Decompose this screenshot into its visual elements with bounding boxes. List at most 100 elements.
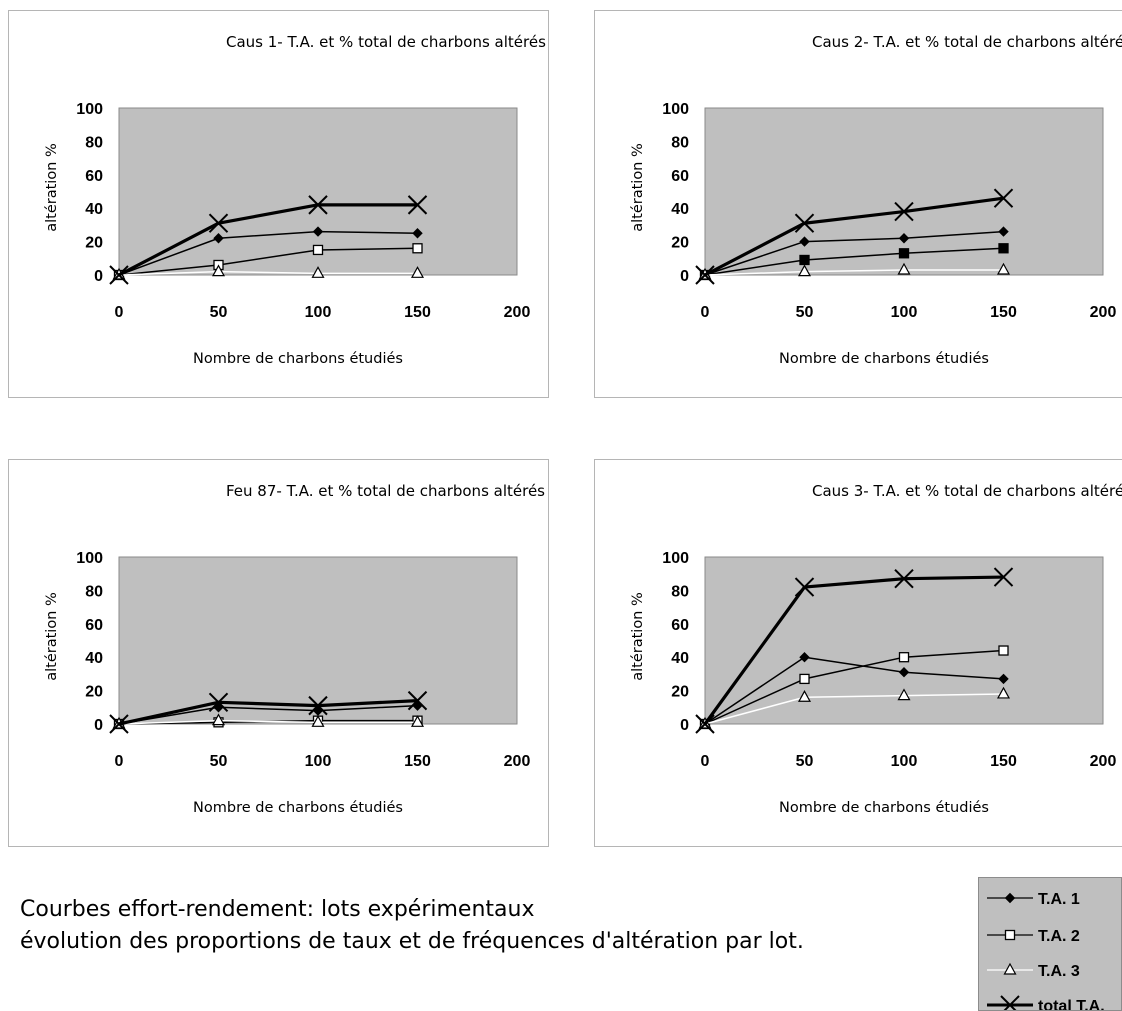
chart-title: Caus 3- T.A. et % total de charbons alté… <box>812 482 1122 500</box>
data-point <box>898 248 910 259</box>
series-t-a-3 <box>698 262 1011 280</box>
legend-marker <box>1004 892 1016 904</box>
data-point <box>109 265 129 285</box>
data-point <box>998 226 1009 237</box>
legend-item: T.A. 3 <box>987 962 1080 980</box>
chart-caus-2: Caus 2- T.A. et % total de charbons alté… <box>630 33 1122 367</box>
x-axis-label: Nombre de charbons étudiés <box>193 800 403 816</box>
x-tick-label: 100 <box>891 753 918 770</box>
x-tick-label: 50 <box>796 304 814 321</box>
legend-label: T.A. 1 <box>1038 891 1080 908</box>
legend-svg: T.A. 1 T.A. 2 T.A. 3 total T.A. <box>987 891 1105 1010</box>
data-point <box>797 264 812 277</box>
chart-legend: T.A. 1 T.A. 2 T.A. 3 total T.A. <box>978 877 1122 1011</box>
data-point <box>311 266 325 278</box>
data-point <box>410 266 425 278</box>
series-line <box>704 649 1004 725</box>
data-point <box>407 195 428 215</box>
x-tick-label: 200 <box>1090 304 1117 321</box>
data-point <box>797 690 812 702</box>
y-axis-label: altération % <box>630 592 646 681</box>
series-line <box>704 693 1004 725</box>
data-point <box>695 265 715 285</box>
chart-title: Caus 2- T.A. et % total de charbons alté… <box>812 33 1122 51</box>
data-point <box>109 714 129 734</box>
data-point <box>211 264 226 277</box>
data-point <box>208 692 229 712</box>
data-point <box>410 715 425 727</box>
data-point <box>898 652 910 663</box>
y-tick-label: 0 <box>680 717 689 734</box>
x-axis-label: Nombre de charbons étudiés <box>779 351 989 367</box>
y-tick-label: 60 <box>671 168 689 185</box>
data-point <box>993 567 1014 587</box>
x-tick-label: 150 <box>990 753 1017 770</box>
data-point <box>794 213 815 233</box>
series-line <box>704 656 1004 725</box>
chart-panel-caus-3: Caus 3- T.A. et % total de charbons alté… <box>594 459 1122 847</box>
legend-item: T.A. 2 <box>987 928 1080 945</box>
legend-marker <box>1004 929 1016 941</box>
x-tick-label: 150 <box>990 304 1017 321</box>
chart-caus-3: Caus 3- T.A. et % total de charbons alté… <box>630 482 1122 816</box>
data-point <box>898 233 910 244</box>
data-point <box>695 714 715 734</box>
y-axis-label: altération % <box>630 143 646 232</box>
x-tick-label: 100 <box>305 753 332 770</box>
series-line <box>118 270 418 276</box>
data-point <box>894 201 914 222</box>
y-tick-label: 60 <box>85 168 103 185</box>
x-axis-label: Nombre de charbons étudiés <box>779 800 989 816</box>
y-tick-label: 100 <box>662 101 689 118</box>
y-tick-label: 0 <box>94 268 103 285</box>
series-line <box>118 230 418 276</box>
data-point <box>312 226 324 237</box>
x-axis-label: Nombre de charbons étudiés <box>193 351 403 367</box>
y-tick-label: 20 <box>671 235 689 252</box>
data-point <box>998 645 1009 656</box>
legend-item: total T.A. <box>987 995 1105 1010</box>
series-total-t-a <box>695 567 1014 734</box>
x-tick-label: 150 <box>404 753 431 770</box>
data-point <box>211 713 226 726</box>
y-tick-label: 0 <box>94 717 103 734</box>
chart-caus-1: Caus 1- T.A. et % total de charbons alté… <box>44 33 546 367</box>
y-tick-label: 80 <box>85 134 103 151</box>
chart-title: Caus 1- T.A. et % total de charbons alté… <box>226 33 546 51</box>
data-point <box>799 236 810 247</box>
x-tick-label: 50 <box>796 753 814 770</box>
y-tick-label: 100 <box>76 550 103 567</box>
y-axis-label: altération % <box>44 143 60 232</box>
series-line <box>118 699 418 726</box>
y-tick-label: 20 <box>671 684 689 701</box>
data-point <box>208 213 229 233</box>
legend-item: T.A. 1 <box>987 891 1080 908</box>
series-line <box>704 269 1004 276</box>
series-line <box>704 196 1004 277</box>
series-line <box>704 230 1004 276</box>
legend-label: T.A. 3 <box>1038 963 1080 980</box>
series-line <box>118 704 418 725</box>
series-line <box>703 575 1004 725</box>
data-point <box>794 577 815 597</box>
data-point <box>412 228 423 239</box>
y-tick-label: 40 <box>671 201 689 218</box>
chart-title: Feu 87- T.A. et % total de charbons alté… <box>226 482 545 500</box>
series-line <box>704 247 1004 276</box>
chart-panel-feu-87: Feu 87- T.A. et % total de charbons alté… <box>8 459 549 847</box>
chart-feu-87: Feu 87- T.A. et % total de charbons alté… <box>44 482 545 816</box>
x-tick-label: 150 <box>404 304 431 321</box>
legend-label: T.A. 2 <box>1038 928 1080 945</box>
figure-caption: Courbes effort-rendement: lots expérimen… <box>20 894 804 958</box>
x-tick-label: 0 <box>115 753 124 770</box>
x-tick-label: 50 <box>210 753 228 770</box>
data-point <box>898 667 910 678</box>
chart-panel-caus-1: Caus 1- T.A. et % total de charbons alté… <box>8 10 549 398</box>
data-point <box>998 243 1009 254</box>
data-point <box>311 715 325 727</box>
caption-line-1: Courbes effort-rendement: lots expérimen… <box>20 897 535 922</box>
y-tick-label: 80 <box>85 583 103 600</box>
data-point <box>996 262 1011 275</box>
y-tick-label: 40 <box>671 650 689 667</box>
series-total-t-a <box>695 188 1014 285</box>
